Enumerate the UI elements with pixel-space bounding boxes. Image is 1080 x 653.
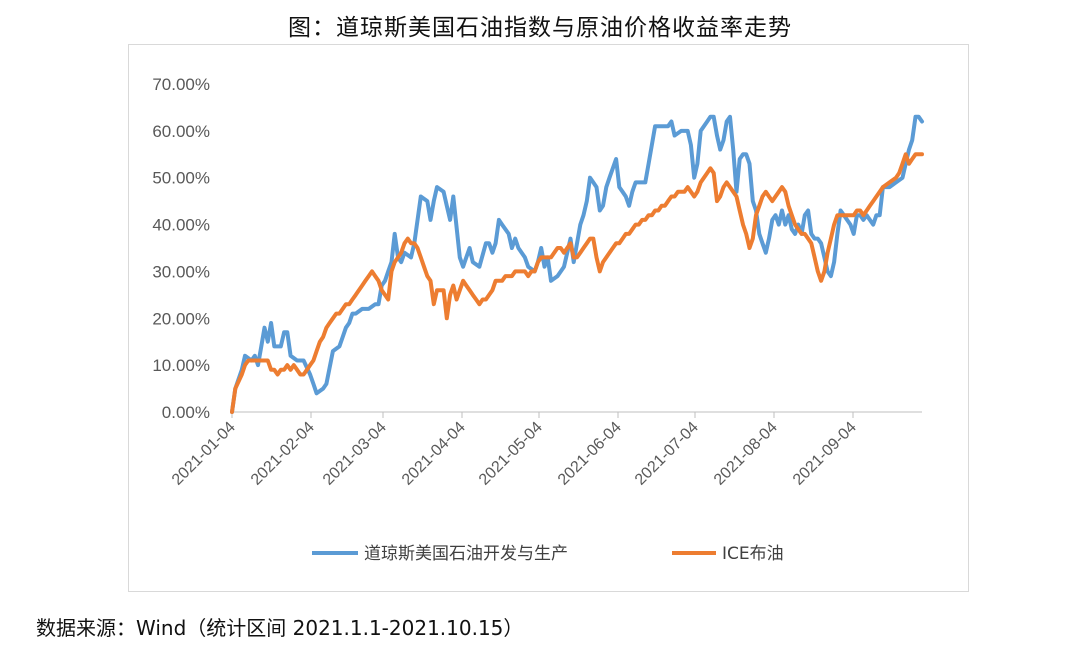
x-tick-label: 2021-04-04 <box>399 419 469 489</box>
y-tick-label: 20.00% <box>152 309 210 328</box>
x-tick-label: 2021-09-04 <box>790 419 860 489</box>
legend-label: ICE布油 <box>722 544 784 564</box>
x-tick-label: 2021-08-04 <box>711 419 781 489</box>
x-tick-label: 2021-01-04 <box>169 419 239 489</box>
y-tick-label: 50.00% <box>152 169 210 188</box>
x-tick-label: 2021-03-04 <box>320 419 390 489</box>
y-axis-tick-labels: 0.00% 10.00% 20.00% 30.00% 40.00% 50.00% 60.00… <box>152 75 210 422</box>
x-tick-label: 2021-07-04 <box>632 419 702 489</box>
x-tick-label: 2021-06-04 <box>555 419 625 489</box>
chart-frame <box>128 44 969 592</box>
series-line-dowjones-oil <box>230 114 924 414</box>
x-tick-label: 2021-02-04 <box>248 419 318 489</box>
y-tick-label: 40.00% <box>152 216 210 235</box>
y-tick-label: 70.00% <box>152 75 210 94</box>
y-tick-label: 10.00% <box>152 356 210 375</box>
series-line-ice-brent <box>230 152 924 414</box>
legend: 道琼斯美国石油开发与生产 ICE布油 <box>312 544 784 564</box>
series-lines <box>230 114 924 414</box>
legend-label: 道琼斯美国石油开发与生产 <box>364 544 568 564</box>
y-tick-label: 30.00% <box>152 262 210 281</box>
y-tick-label: 60.00% <box>152 122 210 141</box>
chart-title: 图：道琼斯美国石油指数与原油价格收益率走势 <box>288 15 792 41</box>
y-tick-label: 0.00% <box>162 403 210 422</box>
data-source-note: 数据来源：Wind（统计区间 2021.1.1-2021.10.15） <box>36 616 524 640</box>
x-tick-label: 2021-05-04 <box>476 419 546 489</box>
x-axis: 2021-01-04 2021-02-04 2021-03-04 2021-04-04… <box>169 411 922 489</box>
